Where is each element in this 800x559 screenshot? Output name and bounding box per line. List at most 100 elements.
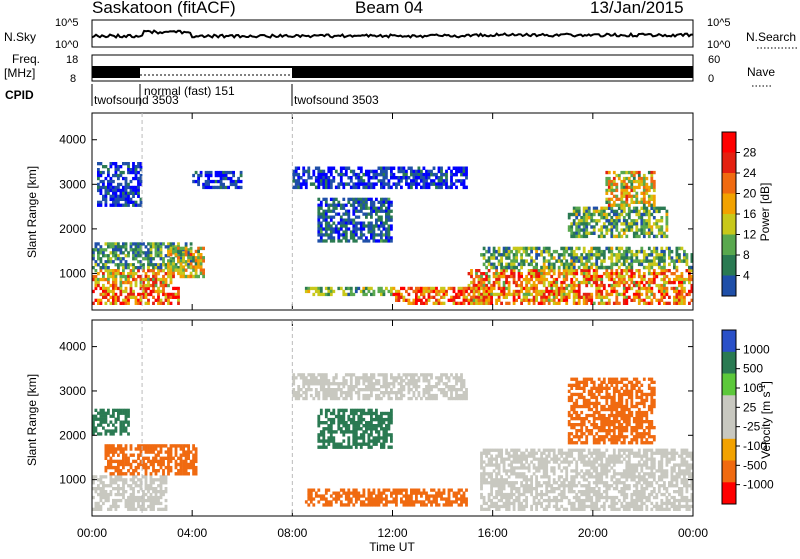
power-cell bbox=[630, 263, 633, 267]
power-cell bbox=[115, 195, 118, 198]
power-cell bbox=[435, 293, 438, 296]
power-cell bbox=[578, 219, 581, 222]
power-cell bbox=[653, 183, 656, 186]
power-cell bbox=[666, 281, 669, 284]
power-cell bbox=[383, 210, 386, 213]
power-cell bbox=[378, 224, 381, 227]
velocity-cell bbox=[167, 469, 170, 472]
power-cell bbox=[638, 269, 641, 272]
power-cell bbox=[508, 256, 511, 260]
velocity-cell bbox=[155, 487, 158, 490]
power-cell bbox=[425, 299, 428, 302]
power-cell bbox=[152, 302, 155, 305]
power-cell bbox=[630, 272, 633, 275]
velocity-cell bbox=[370, 376, 373, 379]
power-cell bbox=[385, 176, 388, 180]
power-cell bbox=[638, 281, 641, 284]
velocity-cell bbox=[390, 382, 393, 385]
power-cell bbox=[312, 173, 315, 177]
power-cell bbox=[475, 299, 478, 302]
power-cell bbox=[548, 302, 551, 305]
power-cell bbox=[155, 281, 158, 284]
velocity-cell bbox=[142, 499, 145, 502]
power-cell bbox=[120, 174, 123, 177]
power-cell bbox=[162, 302, 165, 305]
power-cell bbox=[197, 262, 200, 265]
power-cell bbox=[575, 225, 578, 228]
velocity-cell bbox=[110, 505, 113, 508]
power-cell bbox=[568, 213, 571, 216]
power-cell bbox=[490, 287, 493, 290]
power-cell bbox=[595, 266, 598, 270]
velocity-cell bbox=[337, 494, 340, 497]
power-cell bbox=[110, 284, 113, 287]
power-cell bbox=[660, 253, 663, 257]
power-cell bbox=[585, 235, 588, 238]
power-cell bbox=[635, 256, 638, 260]
power-cell bbox=[683, 302, 686, 305]
power-cell bbox=[628, 186, 631, 189]
power-cell bbox=[465, 170, 468, 174]
velocity-cell bbox=[490, 502, 493, 505]
power-cell bbox=[192, 275, 195, 278]
power-cell bbox=[590, 213, 593, 216]
velocity-cell bbox=[120, 478, 123, 481]
power-cell bbox=[100, 302, 103, 305]
power-cell bbox=[137, 302, 140, 305]
power-cell bbox=[137, 177, 140, 180]
power-cell bbox=[240, 186, 243, 189]
power-cell bbox=[222, 183, 225, 186]
power-cell bbox=[498, 250, 501, 254]
velocity-cell bbox=[410, 494, 413, 497]
power-cell bbox=[608, 278, 611, 281]
power-cell bbox=[513, 302, 516, 305]
power-cell bbox=[370, 224, 373, 227]
power-cell bbox=[533, 287, 536, 290]
power-cell bbox=[618, 266, 621, 270]
velocity-cell bbox=[152, 505, 155, 508]
power-cell bbox=[97, 284, 100, 287]
power-cell bbox=[530, 250, 533, 254]
power-cell bbox=[623, 278, 626, 281]
velocity-cell bbox=[378, 415, 381, 418]
power-cell bbox=[633, 253, 636, 257]
power-cell bbox=[543, 250, 546, 254]
power-cell bbox=[605, 201, 608, 204]
power-cell bbox=[125, 260, 128, 263]
power-cell bbox=[170, 293, 173, 296]
power-cell bbox=[157, 299, 160, 302]
power-cell bbox=[400, 293, 403, 296]
velocity-cell bbox=[378, 382, 381, 385]
velocity-cell bbox=[117, 478, 120, 481]
velocity-cell bbox=[95, 505, 98, 508]
power-cell bbox=[528, 299, 531, 302]
velocity-cell bbox=[362, 397, 365, 400]
velocity-cell bbox=[312, 376, 315, 379]
power-cell bbox=[145, 284, 148, 287]
power-cell bbox=[373, 170, 376, 174]
cpid-segment-2: normal (fast) 151 bbox=[144, 84, 235, 98]
velocity-cell bbox=[347, 443, 350, 446]
power-cell bbox=[568, 247, 571, 251]
velocity-cell bbox=[325, 376, 328, 379]
power-cell bbox=[593, 253, 596, 257]
power-cell bbox=[192, 269, 195, 272]
power-cell bbox=[137, 242, 140, 245]
power-cell bbox=[205, 180, 208, 183]
velocity-cell bbox=[375, 412, 378, 415]
power-cell bbox=[625, 235, 628, 238]
power-cell bbox=[535, 269, 538, 272]
velocity-cell bbox=[347, 492, 350, 495]
velocity-cell bbox=[322, 391, 325, 394]
power-cell bbox=[420, 186, 423, 190]
velocity-cell bbox=[388, 394, 391, 397]
power-cell bbox=[528, 263, 531, 267]
velocity-cell bbox=[157, 463, 160, 466]
velocity-cell bbox=[195, 460, 198, 463]
velocity-cell bbox=[498, 469, 501, 472]
power-cell bbox=[182, 269, 185, 272]
power-cell bbox=[350, 176, 353, 180]
velocity-cell bbox=[455, 500, 458, 503]
power-cell bbox=[165, 254, 168, 257]
power-cell bbox=[100, 180, 103, 183]
